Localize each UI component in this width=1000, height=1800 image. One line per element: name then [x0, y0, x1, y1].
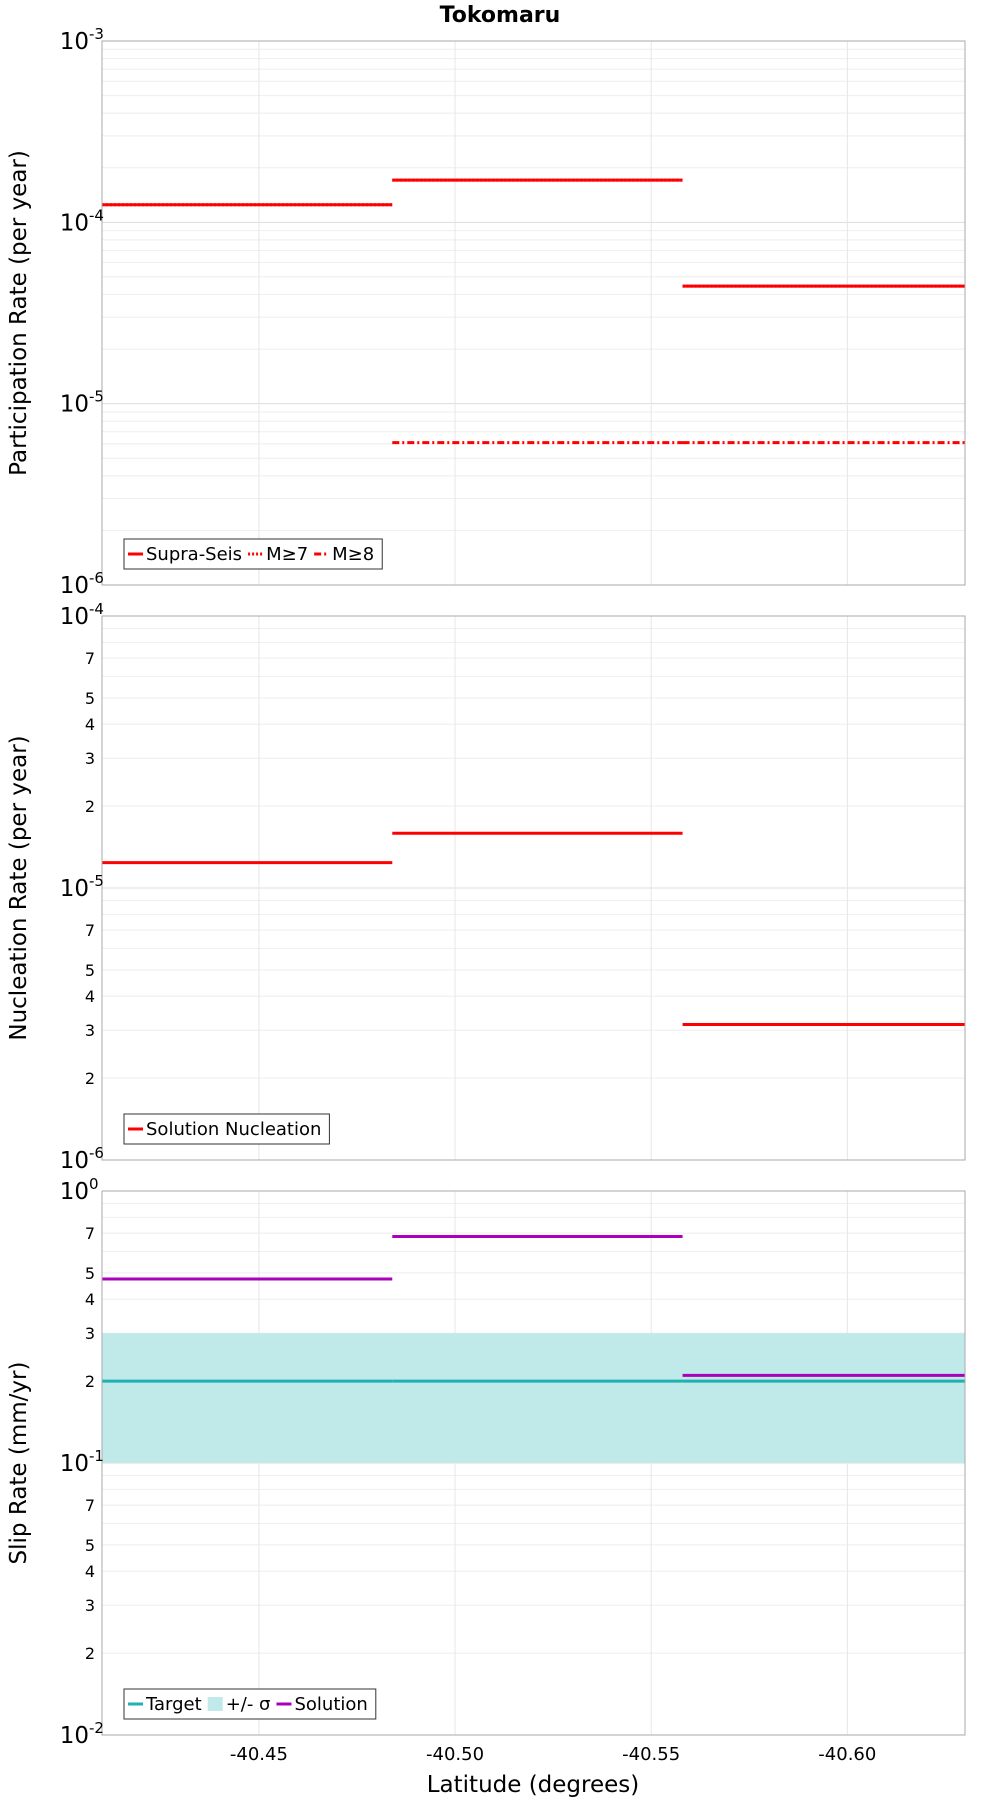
legend: Target +/- σ Solution [123, 1688, 377, 1720]
y-minor-tick-label: 5 [85, 1264, 95, 1283]
y-minor-tick-label: 4 [85, 1562, 95, 1581]
plot-frame [101, 1190, 966, 1736]
chart-title: Tokomaru [440, 3, 561, 28]
y-tick-exponent: -4 [89, 600, 104, 618]
y-tick-label: 10 [60, 1148, 89, 1174]
y-axis-label: Participation Rate (per year) [6, 150, 32, 476]
y-tick-exponent: -1 [89, 1447, 104, 1465]
y-minor-tick-label: 3 [85, 1596, 95, 1615]
y-tick-label: 10 [60, 29, 89, 55]
y-tick-label: 10 [60, 392, 89, 418]
y-tick-exponent: -5 [89, 388, 104, 406]
legend-box [123, 1688, 377, 1720]
y-tick-exponent: -4 [89, 206, 104, 224]
y-minor-tick-label: 7 [85, 921, 95, 940]
x-tick-label: -40.50 [426, 1744, 484, 1765]
legend-box [123, 1113, 330, 1145]
y-tick-label: 10 [60, 210, 89, 236]
y-tick-exponent: -3 [89, 25, 104, 43]
legend-label: Solution [294, 1694, 367, 1715]
y-tick-exponent: -6 [89, 569, 104, 587]
y-tick-label: 10 [60, 1723, 89, 1749]
y-tick-label: 10 [60, 604, 89, 630]
y-minor-tick-label: 7 [85, 1496, 95, 1515]
y-minor-tick-label: 3 [85, 1324, 95, 1343]
x-axis-label: Latitude (degrees) [427, 1772, 640, 1798]
y-tick-label: 10 [60, 1451, 89, 1477]
y-minor-tick-label: 4 [85, 1290, 95, 1309]
legend: Solution Nucleation [123, 1113, 330, 1145]
y-minor-tick-label: 3 [85, 749, 95, 768]
plot-frame [101, 40, 966, 586]
legend-label: +/- σ [226, 1694, 271, 1715]
legend-label: Supra-Seis [146, 544, 242, 565]
y-minor-tick-label: 2 [85, 1372, 95, 1391]
y-minor-tick-label: 4 [85, 715, 95, 734]
y-minor-tick-label: 2 [85, 1644, 95, 1663]
x-tick-label: -40.60 [818, 1744, 876, 1765]
y-axis-label: Nucleation Rate (per year) [6, 735, 32, 1040]
y-minor-tick-label: 2 [85, 797, 95, 816]
y-minor-tick-label: 7 [85, 1224, 95, 1243]
y-minor-tick-label: 2 [85, 1069, 95, 1088]
plot-frame [101, 615, 966, 1161]
y-minor-tick-label: 4 [85, 987, 95, 1006]
y-tick-label: 10 [60, 573, 89, 599]
y-minor-tick-label: 5 [85, 1536, 95, 1555]
y-tick-exponent: 0 [89, 1175, 99, 1193]
y-tick-label: 10 [60, 1179, 89, 1205]
y-tick-exponent: -2 [89, 1719, 104, 1737]
y-tick-exponent: -6 [89, 1144, 104, 1162]
y-axis-label: Slip Rate (mm/yr) [6, 1362, 32, 1565]
x-tick-label: -40.45 [230, 1744, 288, 1765]
y-minor-tick-label: 5 [85, 961, 95, 980]
legend: Supra-Seis M≥7 M≥8 [123, 538, 383, 570]
legend-label: Target [145, 1694, 202, 1715]
sigma-band [102, 1333, 965, 1463]
y-minor-tick-label: 3 [85, 1021, 95, 1040]
legend-label: M≥8 [332, 544, 374, 565]
legend-label: Solution Nucleation [146, 1119, 321, 1140]
x-axis: -40.45 -40.50 -40.55 -40.60 [230, 1744, 876, 1765]
legend-swatch [207, 1697, 223, 1711]
y-minor-tick-label: 5 [85, 689, 95, 708]
legend-label: M≥7 [266, 544, 308, 565]
y-tick-label: 10 [60, 876, 89, 902]
x-tick-label: -40.55 [622, 1744, 680, 1765]
y-minor-tick-label: 7 [85, 649, 95, 668]
y-tick-exponent: -5 [89, 872, 104, 890]
